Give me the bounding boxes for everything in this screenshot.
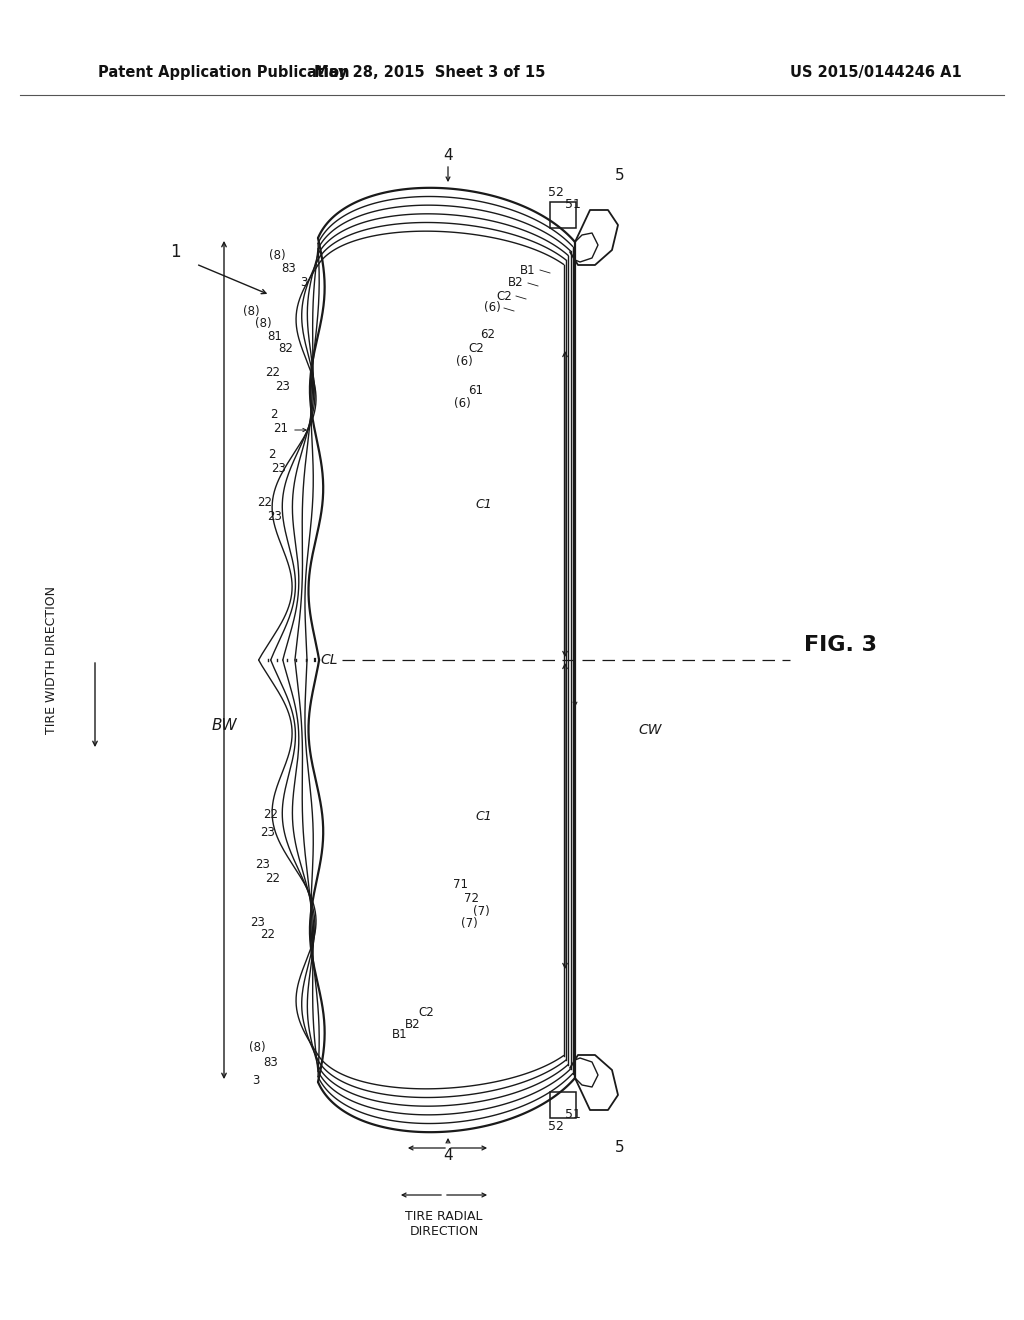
Text: BW: BW bbox=[211, 718, 237, 733]
Text: 51: 51 bbox=[565, 198, 581, 211]
Text: 2: 2 bbox=[268, 449, 276, 462]
Text: (7): (7) bbox=[461, 917, 478, 931]
Text: B2: B2 bbox=[406, 1018, 421, 1031]
Text: US 2015/0144246 A1: US 2015/0144246 A1 bbox=[790, 65, 962, 79]
Text: May 28, 2015  Sheet 3 of 15: May 28, 2015 Sheet 3 of 15 bbox=[314, 65, 546, 79]
Text: (6): (6) bbox=[454, 396, 470, 409]
Text: 23: 23 bbox=[250, 916, 265, 928]
Text: 3: 3 bbox=[301, 276, 308, 289]
Text: C2: C2 bbox=[468, 342, 484, 355]
Text: 22: 22 bbox=[265, 871, 280, 884]
Text: (8): (8) bbox=[250, 1041, 266, 1055]
Text: Patent Application Publication: Patent Application Publication bbox=[98, 65, 349, 79]
Text: 23: 23 bbox=[255, 858, 270, 871]
Text: 23: 23 bbox=[271, 462, 286, 474]
Text: C2: C2 bbox=[496, 289, 512, 302]
Text: B2: B2 bbox=[508, 276, 524, 289]
Text: 1: 1 bbox=[170, 243, 180, 261]
Text: CL: CL bbox=[321, 653, 338, 667]
Text: 5: 5 bbox=[615, 1140, 625, 1155]
Text: 61: 61 bbox=[469, 384, 483, 396]
Text: 82: 82 bbox=[279, 342, 293, 355]
Text: 62: 62 bbox=[480, 329, 496, 342]
Text: 51: 51 bbox=[565, 1109, 581, 1122]
Text: 4: 4 bbox=[443, 1147, 453, 1163]
Text: 21: 21 bbox=[273, 421, 288, 434]
Text: (6): (6) bbox=[456, 355, 472, 367]
Text: 23: 23 bbox=[260, 825, 275, 838]
Text: 22: 22 bbox=[257, 495, 272, 508]
Text: 22: 22 bbox=[265, 367, 280, 380]
Text: (8): (8) bbox=[255, 318, 272, 330]
Text: 72: 72 bbox=[464, 891, 479, 904]
Text: 22: 22 bbox=[263, 808, 278, 821]
Text: 4: 4 bbox=[443, 148, 453, 162]
Text: 2: 2 bbox=[270, 408, 278, 421]
Text: 52: 52 bbox=[548, 1121, 564, 1134]
Text: 52: 52 bbox=[548, 186, 564, 199]
Text: B1: B1 bbox=[392, 1028, 408, 1041]
Text: 83: 83 bbox=[282, 261, 296, 275]
Text: B1: B1 bbox=[520, 264, 536, 276]
Text: 23: 23 bbox=[275, 380, 290, 392]
Text: C1: C1 bbox=[475, 809, 492, 822]
Text: 3: 3 bbox=[253, 1073, 260, 1086]
Text: 83: 83 bbox=[263, 1056, 278, 1068]
Text: C2: C2 bbox=[418, 1006, 434, 1019]
Text: 71: 71 bbox=[453, 879, 468, 891]
Text: 81: 81 bbox=[267, 330, 282, 342]
Text: (8): (8) bbox=[244, 305, 260, 318]
Text: (8): (8) bbox=[269, 248, 286, 261]
Text: CW: CW bbox=[638, 723, 662, 737]
Text: 5: 5 bbox=[615, 168, 625, 182]
Text: FIG. 3: FIG. 3 bbox=[804, 635, 877, 655]
Text: TIRE RADIAL
DIRECTION: TIRE RADIAL DIRECTION bbox=[406, 1210, 482, 1238]
Text: 22: 22 bbox=[260, 928, 275, 941]
Text: 23: 23 bbox=[267, 510, 282, 523]
Text: C1: C1 bbox=[475, 498, 492, 511]
Text: (7): (7) bbox=[473, 904, 490, 917]
Text: (6): (6) bbox=[483, 301, 501, 314]
Text: TIRE WIDTH DIRECTION: TIRE WIDTH DIRECTION bbox=[45, 586, 58, 734]
